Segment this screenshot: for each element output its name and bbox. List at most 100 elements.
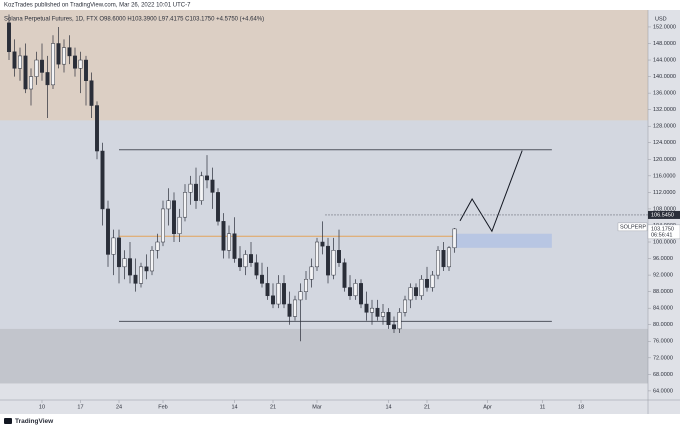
candle-body	[331, 250, 336, 276]
candle-body	[364, 303, 369, 313]
candle-body	[62, 47, 66, 65]
y-tick-label: 144.0000	[653, 57, 676, 63]
candle-body	[111, 237, 116, 255]
candle-body	[320, 241, 325, 247]
y-tick-label: 152.0000	[653, 24, 676, 30]
plot	[0, 10, 648, 384]
candle-body	[34, 59, 39, 77]
x-tick-label: 11	[540, 404, 546, 410]
last-price-tag	[647, 224, 680, 240]
candle-body	[337, 250, 341, 263]
candle-body	[271, 295, 275, 305]
candle-body	[342, 262, 347, 288]
candle-body	[100, 150, 105, 210]
countdown-label: 06:56:41	[651, 232, 672, 238]
x-tick-label: 18	[578, 404, 584, 410]
candle-body	[375, 307, 380, 317]
candle-body	[238, 258, 242, 268]
header: KozTrades published on TradingView.com, …	[4, 3, 191, 9]
x-tick-label: 24	[116, 404, 122, 410]
candle-body	[161, 208, 165, 243]
candle-body	[232, 233, 237, 259]
header-bar	[0, 0, 680, 10]
candle-body	[359, 283, 363, 305]
x-tick-label: 21	[424, 404, 430, 410]
candle-body	[243, 254, 248, 268]
candle-body	[194, 183, 198, 201]
candle-body	[392, 324, 396, 330]
zone	[0, 10, 648, 121]
candle-body	[40, 59, 44, 73]
price-tag	[648, 210, 680, 219]
candle-body	[150, 250, 154, 272]
candle-body	[386, 312, 391, 325]
candle-body	[84, 59, 88, 81]
candle-body	[205, 175, 209, 181]
symbol-tag	[617, 222, 648, 232]
candle-body	[287, 303, 292, 317]
candle-body	[199, 175, 204, 201]
axis-layer: 64.0000 68.0000 72.0000 76.0000 80.0000 84.00…	[39, 24, 680, 410]
y-tick-label: 132.0000	[653, 107, 676, 113]
candle-body	[276, 283, 281, 305]
y-tick-label: 80.0000	[653, 322, 673, 328]
x-tick-label: 10	[39, 404, 45, 410]
y-tick-label: 136.0000	[653, 91, 676, 97]
y-tick-label: 68.0000	[653, 372, 673, 378]
candle-body	[397, 312, 402, 330]
candle-body	[67, 47, 72, 57]
candle-body	[436, 250, 440, 276]
y-tick-label: 72.0000	[653, 355, 673, 361]
candle-body	[183, 192, 187, 218]
candle-body	[419, 278, 424, 297]
candle-body	[304, 278, 308, 292]
x-tick-label: 17	[77, 404, 83, 410]
y-tick-label: 108.0000	[653, 206, 676, 212]
zone	[0, 328, 648, 384]
candle-body	[45, 72, 50, 86]
x-tick-label: 14	[231, 404, 237, 410]
candle-body	[227, 233, 231, 251]
candle-body	[73, 55, 77, 69]
logo-icon	[4, 418, 12, 424]
x-tick-label: Feb	[158, 404, 167, 410]
x-tick-label: 14	[385, 404, 391, 410]
candle-body	[117, 237, 121, 268]
candle-body	[403, 299, 407, 313]
candle-body	[260, 274, 264, 284]
candle-body	[12, 51, 17, 69]
candle-body	[249, 254, 253, 263]
x-tick-label: Apr	[483, 404, 492, 410]
last-price-label: 103.1750	[651, 226, 674, 232]
y-tick-label: 92.0000	[653, 273, 673, 279]
y-tick-label: 84.0000	[653, 306, 673, 312]
candle-body	[18, 55, 22, 69]
candle-body	[265, 283, 270, 297]
candle-body	[95, 105, 99, 152]
footer-bar	[0, 414, 680, 429]
candle-body	[293, 299, 297, 317]
candle-body	[188, 183, 193, 193]
candle-body	[23, 55, 28, 90]
candle-body	[144, 266, 149, 272]
candle-body	[210, 179, 215, 193]
candle-body	[309, 266, 314, 280]
candle-body	[78, 59, 83, 69]
y-tick-label: 112.0000	[653, 190, 676, 196]
candle-body	[89, 80, 94, 106]
candle-body	[128, 258, 132, 276]
candle-body	[155, 241, 160, 251]
unit-label: USD	[655, 16, 667, 22]
candle-body	[452, 228, 457, 249]
candle-body	[425, 278, 429, 288]
candle-body	[254, 262, 259, 276]
candle-body	[326, 245, 330, 276]
candle-body	[56, 43, 61, 65]
chart-title: Solana Perpetual Futures, 1D, FTX O98.60…	[4, 17, 264, 23]
y-tick-label: 76.0000	[653, 339, 673, 345]
candle-body	[430, 274, 435, 288]
candle-body	[172, 200, 176, 234]
candle-body	[298, 291, 303, 301]
